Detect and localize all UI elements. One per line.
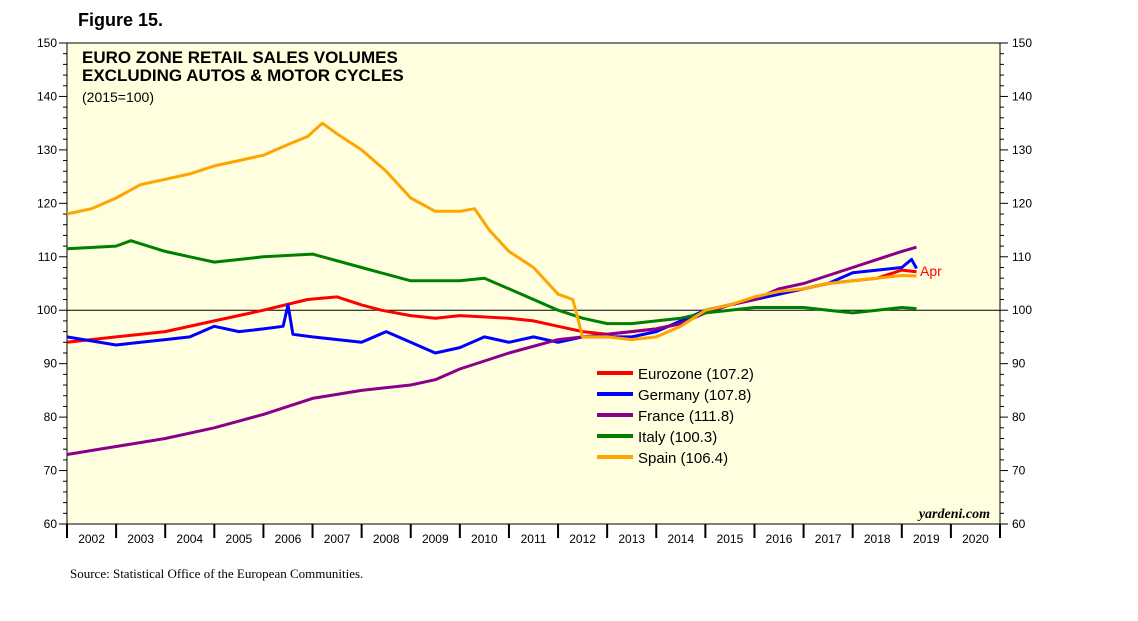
chart-title: EURO ZONE RETAIL SALES VOLUMES bbox=[82, 48, 398, 67]
end-annotation: Apr bbox=[920, 263, 942, 279]
x-tick-label: 2018 bbox=[864, 532, 891, 546]
y-tick-label-right: 120 bbox=[1012, 196, 1032, 210]
y-tick-label-left: 110 bbox=[38, 250, 57, 264]
x-tick-label: 2002 bbox=[78, 532, 105, 546]
x-tick-label: 2016 bbox=[766, 532, 793, 546]
figure-label: Figure 15. bbox=[78, 10, 164, 30]
chart-subtitle: EXCLUDING AUTOS & MOTOR CYCLES bbox=[82, 66, 404, 85]
legend: Eurozone (107.2) Germany (107.8) France (1… bbox=[597, 366, 754, 467]
y-tick-label-left: 100 bbox=[37, 303, 57, 317]
y-tick-label-right: 130 bbox=[1012, 143, 1032, 157]
legend-label-germany: Germany (107.8) bbox=[638, 387, 751, 404]
legend-label-france: France (111.8) bbox=[638, 408, 734, 425]
x-tick-label: 2011 bbox=[521, 532, 547, 546]
y-tick-label-left: 120 bbox=[37, 196, 57, 210]
y-tick-label-right: 100 bbox=[1012, 303, 1032, 317]
x-tick-label: 2009 bbox=[422, 532, 449, 546]
legend-label-italy: Italy (100.3) bbox=[638, 429, 717, 446]
y-tick-label-right: 110 bbox=[1012, 250, 1031, 264]
y-tick-label-left: 60 bbox=[44, 517, 58, 531]
x-tick-label: 2017 bbox=[815, 532, 842, 546]
y-tick-label-left: 80 bbox=[44, 410, 58, 424]
y-tick-label-right: 60 bbox=[1012, 517, 1026, 531]
chart-note: (2015=100) bbox=[82, 89, 154, 105]
source-note: Source: Statistical Office of the Europe… bbox=[70, 566, 364, 581]
y-tick-label-right: 80 bbox=[1012, 410, 1026, 424]
y-tick-label-left: 70 bbox=[44, 464, 58, 478]
legend-label-eurozone: Eurozone (107.2) bbox=[638, 366, 754, 383]
x-tick-label: 2014 bbox=[667, 532, 694, 546]
x-tick-label: 2013 bbox=[618, 532, 645, 546]
y-tick-label-right: 150 bbox=[1012, 36, 1032, 50]
y-tick-label-left: 90 bbox=[44, 357, 58, 371]
y-tick-label-left: 130 bbox=[37, 143, 57, 157]
x-tick-label: 2015 bbox=[717, 532, 744, 546]
y-tick-label-left: 150 bbox=[37, 36, 57, 50]
y-tick-label-left: 140 bbox=[37, 89, 57, 103]
x-tick-label: 2004 bbox=[176, 532, 203, 546]
x-tick-label: 2006 bbox=[275, 532, 302, 546]
x-tick-label: 2012 bbox=[569, 532, 596, 546]
y-tick-label-right: 140 bbox=[1012, 89, 1032, 103]
x-tick-label: 2008 bbox=[373, 532, 400, 546]
x-tick-label: 2003 bbox=[127, 532, 154, 546]
series-line-italy bbox=[66, 239, 917, 326]
plot-area bbox=[66, 42, 1001, 525]
x-tick-label: 2019 bbox=[913, 532, 940, 546]
series-line-spain bbox=[66, 121, 917, 342]
y-tick-label-right: 70 bbox=[1012, 464, 1026, 478]
x-tick-label: 2020 bbox=[962, 532, 989, 546]
x-tick-label: 2010 bbox=[471, 532, 498, 546]
y-tick-label-right: 90 bbox=[1012, 357, 1026, 371]
x-tick-label: 2005 bbox=[226, 532, 253, 546]
legend-label-spain: Spain (106.4) bbox=[638, 450, 728, 467]
credit-label: yardeni.com bbox=[917, 507, 990, 522]
x-tick-label: 2007 bbox=[324, 532, 351, 546]
